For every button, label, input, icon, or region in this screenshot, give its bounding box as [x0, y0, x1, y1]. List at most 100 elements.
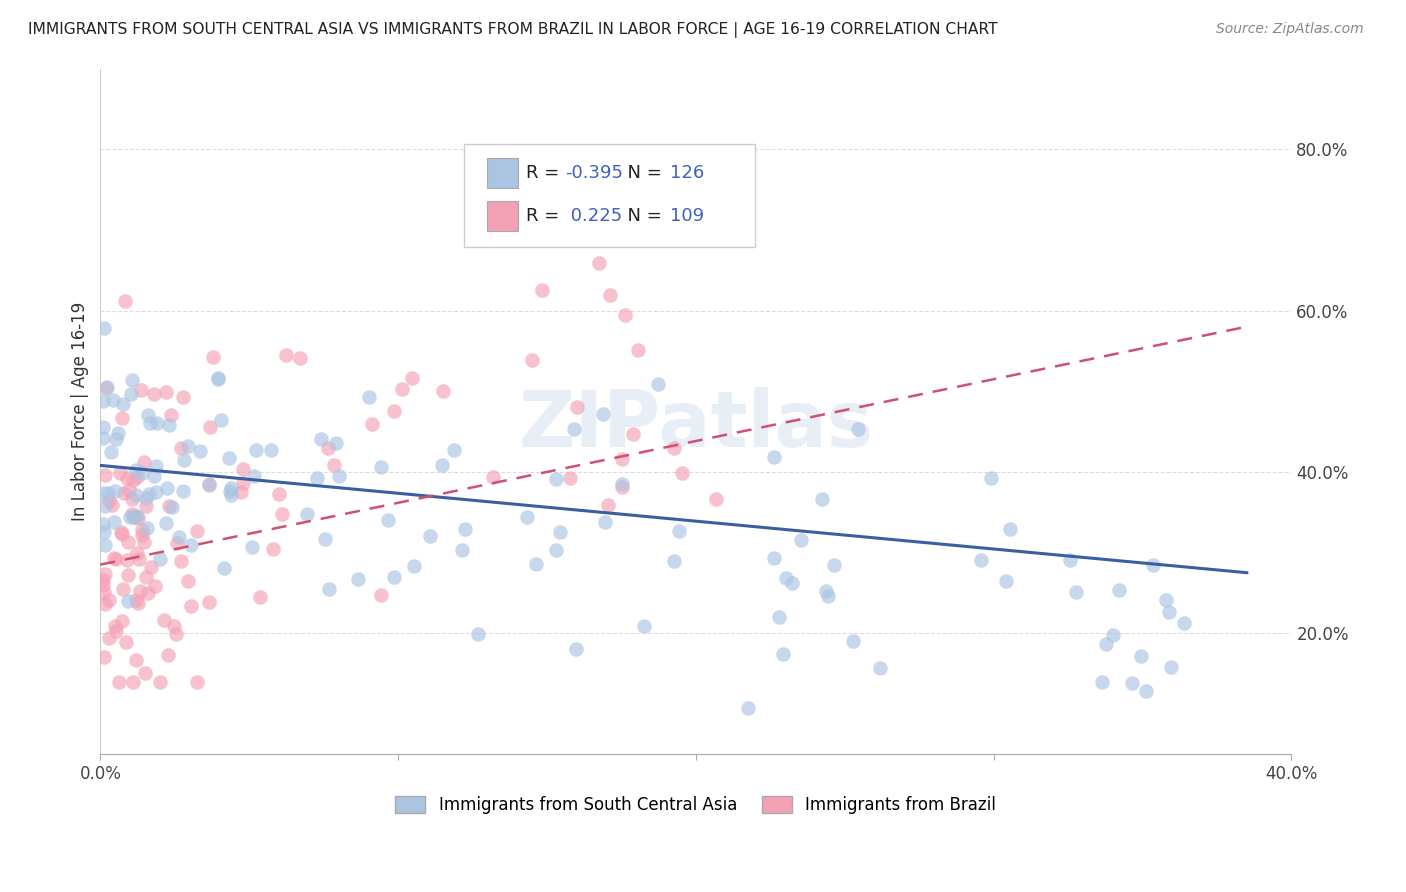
- Point: [124, 509, 146, 524]
- Text: N =: N =: [616, 164, 668, 182]
- Point: [1142, 558, 1164, 572]
- Point: [391, 382, 413, 396]
- Point: [93, 321, 115, 335]
- Point: [138, 408, 160, 422]
- Point: [135, 499, 157, 513]
- Point: [382, 570, 405, 584]
- Point: [107, 425, 129, 440]
- Text: 0.225: 0.225: [565, 207, 621, 225]
- Point: [704, 491, 727, 506]
- Point: [138, 487, 160, 501]
- Point: [97, 632, 120, 646]
- Point: [662, 442, 685, 456]
- Point: [117, 535, 139, 549]
- Point: [262, 541, 284, 556]
- Point: [179, 599, 201, 613]
- Point: [1173, 615, 1195, 630]
- Point: [157, 417, 180, 432]
- Point: [402, 559, 425, 574]
- Text: R =: R =: [526, 207, 565, 225]
- Point: [121, 491, 143, 506]
- FancyBboxPatch shape: [488, 158, 519, 188]
- Point: [111, 410, 134, 425]
- Point: [1108, 582, 1130, 597]
- Point: [131, 524, 153, 538]
- Point: [114, 293, 136, 308]
- Point: [149, 551, 172, 566]
- Point: [524, 558, 547, 572]
- Point: [231, 485, 253, 500]
- Point: [544, 542, 567, 557]
- Point: [382, 403, 405, 417]
- Point: [105, 432, 128, 446]
- Point: [1059, 553, 1081, 567]
- Point: [207, 371, 229, 385]
- Point: [103, 392, 125, 407]
- Point: [998, 522, 1021, 536]
- Point: [91, 393, 114, 408]
- Point: [1101, 627, 1123, 641]
- Point: [633, 619, 655, 633]
- Point: [127, 596, 149, 610]
- Point: [91, 578, 114, 592]
- Point: [173, 452, 195, 467]
- Point: [111, 527, 134, 541]
- Point: [361, 417, 384, 431]
- Point: [307, 470, 329, 484]
- Point: [450, 542, 472, 557]
- Point: [242, 468, 264, 483]
- Point: [419, 529, 441, 543]
- Point: [155, 385, 177, 400]
- Point: [810, 492, 832, 507]
- Point: [1094, 637, 1116, 651]
- Point: [170, 441, 193, 455]
- Point: [232, 462, 254, 476]
- Point: [647, 376, 669, 391]
- Point: [124, 488, 146, 502]
- Point: [186, 524, 208, 538]
- Point: [245, 443, 267, 458]
- Point: [94, 538, 117, 552]
- Point: [91, 431, 114, 445]
- Point: [401, 370, 423, 384]
- Point: [775, 571, 797, 585]
- Point: [108, 467, 131, 481]
- Point: [309, 432, 332, 446]
- Point: [201, 350, 224, 364]
- Point: [443, 443, 465, 458]
- Point: [180, 538, 202, 552]
- Point: [772, 647, 794, 661]
- Point: [249, 591, 271, 605]
- Point: [125, 653, 148, 667]
- Point: [173, 483, 195, 498]
- Point: [103, 515, 125, 529]
- Point: [172, 390, 194, 404]
- Point: [100, 445, 122, 459]
- Point: [270, 508, 292, 522]
- Point: [155, 516, 177, 530]
- Point: [218, 484, 240, 499]
- Point: [588, 256, 610, 270]
- Point: [104, 618, 127, 632]
- Point: [118, 483, 141, 498]
- Point: [531, 284, 554, 298]
- Point: [166, 536, 188, 550]
- Point: [134, 455, 156, 469]
- Point: [143, 468, 166, 483]
- Point: [482, 470, 505, 484]
- Point: [136, 521, 159, 535]
- Text: ZIPatlas: ZIPatlas: [519, 387, 873, 463]
- Point: [347, 572, 370, 586]
- Point: [149, 674, 172, 689]
- Point: [111, 615, 134, 629]
- Legend: Immigrants from South Central Asia, Immigrants from Brazil: Immigrants from South Central Asia, Immi…: [395, 797, 997, 814]
- Point: [209, 412, 232, 426]
- Point: [817, 589, 839, 603]
- Point: [125, 546, 148, 560]
- Point: [328, 469, 350, 483]
- Point: [94, 381, 117, 395]
- Point: [516, 509, 538, 524]
- Point: [134, 535, 156, 549]
- Point: [260, 443, 283, 458]
- Point: [128, 552, 150, 566]
